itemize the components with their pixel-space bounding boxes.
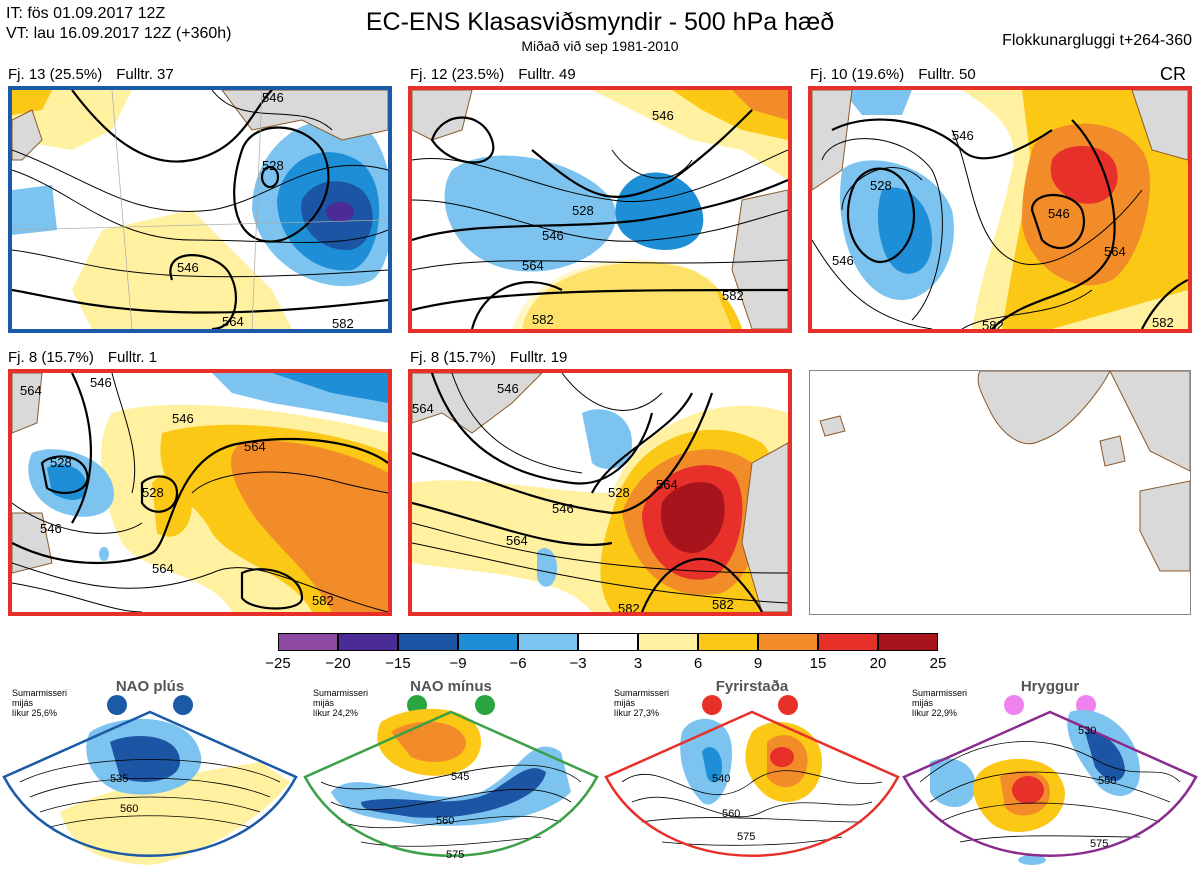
- valid-time: VT: lau 16.09.2017 12Z (+360h): [6, 25, 232, 42]
- panel-3-label: Fj. 10 (19.6%) Fulltr. 50: [810, 66, 976, 83]
- p5-contour-564: 564: [412, 401, 434, 416]
- regime-title: Fyrirstaða: [715, 678, 789, 695]
- ridge-contour-550: 550: [1098, 775, 1116, 787]
- panel-4-label: Fj. 8 (15.7%) Fulltr. 1: [8, 349, 158, 366]
- nao-minus-contour-545: 545: [451, 771, 469, 783]
- panel-1-label: Fj. 13 (25.5%) Fulltr. 37: [8, 66, 174, 83]
- cluster-map-4: 564 546 528 546 528 546 564 564 582: [8, 369, 392, 616]
- p5-contour-546: 546: [497, 381, 519, 396]
- colorbar-tick: 20: [869, 655, 887, 672]
- nao-plus-contour-560: 560: [120, 803, 138, 815]
- p4-contour-528b: 528: [142, 485, 164, 500]
- colorbar-cell: [398, 633, 458, 651]
- regime-ridge: 530 550 575 Hryggur Sumarmisseri mijás lík…: [900, 672, 1200, 871]
- page-title: EC-ENS Klasasviðsmyndir - 500 hPa hæð: [365, 8, 835, 36]
- colorbar-cell: [578, 633, 638, 651]
- regime-nao-minus: 545 560 575 NAO mínus Sumarmisseri mijás l…: [301, 672, 601, 871]
- p5-contour-528: 528: [608, 485, 630, 500]
- colorbar-tick: −15: [385, 655, 411, 672]
- p1-contour-528: 528: [262, 158, 284, 173]
- colorbar-tick: −9: [449, 655, 467, 672]
- regime-blocking: 540 560 575 Fyrirstaða Sumarmisseri mijás…: [602, 672, 902, 871]
- regime-meta: Sumarmisseri mijás líkur 27,3%: [614, 688, 670, 718]
- p4-contour-582: 582: [312, 593, 334, 608]
- p3-contour-582: 582: [982, 318, 1004, 329]
- header-times: IT: fös 01.09.2017 12Z VT: lau 16.09.201…: [6, 4, 232, 44]
- cluster-map-5: 564 546 528 546 564 564 582 582: [408, 369, 792, 616]
- p5-contour-582b: 582: [712, 597, 734, 612]
- colorbar-cell: [698, 633, 758, 651]
- colorbar-tick: −6: [509, 655, 527, 672]
- cluster-map-3: 546 528 546 546 564 582 582: [808, 86, 1192, 333]
- p5-contour-546b: 546: [552, 501, 574, 516]
- cluster-map-2: 546 528 546 564 582 582: [408, 86, 792, 333]
- regime-title: NAO plús: [115, 678, 185, 695]
- colorbar-cell: [518, 633, 578, 651]
- nao-minus-contour-575: 575: [446, 849, 464, 861]
- colorbar-cell: [638, 633, 698, 651]
- p2-contour-564: 564: [522, 258, 544, 273]
- p3-contour-546: 546: [952, 128, 974, 143]
- panel-2-label: Fj. 12 (23.5%) Fulltr. 49: [410, 66, 576, 83]
- classification-window: Flokkunargluggi t+264-360: [1002, 32, 1192, 49]
- regime-meta: Sumarmisseri mijás líkur 24,2%: [313, 688, 369, 718]
- regime-title: NAO mínus: [410, 678, 492, 695]
- regime-meta: Sumarmisseri mijás líkur 25,6%: [12, 688, 68, 718]
- colorbar-tick: 15: [809, 655, 827, 672]
- colorbar-cell: [818, 633, 878, 651]
- p2-contour-546b: 546: [542, 228, 564, 243]
- blocking-contour-560: 560: [722, 808, 740, 820]
- p3-contour-582b: 582: [1152, 315, 1174, 329]
- p4-contour-528: 528: [50, 455, 72, 470]
- p1-contour-546b: 546: [177, 260, 199, 275]
- p4-contour-546c: 546: [172, 411, 194, 426]
- colorbar-cell: [878, 633, 938, 651]
- blocking-contour-575: 575: [737, 831, 755, 843]
- colorbar-tick: 3: [633, 655, 643, 672]
- cluster-map-1: 546 528 546 564 582: [8, 86, 392, 333]
- p4-contour-546b: 546: [40, 521, 62, 536]
- colorbar-tick: −25: [265, 655, 291, 672]
- cr-label: CR: [1160, 64, 1186, 84]
- colorbar-tick: 9: [753, 655, 763, 672]
- p1-contour-546: 546: [262, 90, 284, 105]
- regime-nao-plus: 535 560 NAO plús Sumarmisseri mijás líkur …: [0, 672, 300, 871]
- colorbar-cell: [278, 633, 338, 651]
- p2-contour-582b: 582: [722, 288, 744, 303]
- init-time: IT: fös 01.09.2017 12Z: [6, 5, 166, 22]
- p3-contour-546c: 546: [1048, 206, 1070, 221]
- p5-contour-582: 582: [618, 601, 640, 612]
- p4-contour-564: 564: [20, 383, 42, 398]
- colorbar-tick: 25: [929, 655, 947, 672]
- p2-contour-582: 582: [532, 312, 554, 327]
- page-subtitle: Miðað við sep 1981-2010: [521, 38, 679, 54]
- p3-contour-564: 564: [1104, 244, 1126, 259]
- panel-5-label: Fj. 8 (15.7%) Fulltr. 19: [410, 349, 568, 366]
- blocking-contour-540: 540: [712, 773, 730, 785]
- p4-contour-564b: 564: [244, 439, 266, 454]
- ridge-contour-530: 530: [1078, 725, 1096, 737]
- base-map: [809, 370, 1191, 615]
- colorbar-tick: 6: [693, 655, 703, 672]
- p5-contour-564b: 564: [506, 533, 528, 548]
- colorbar-tick: −20: [325, 655, 351, 672]
- p2-contour-546: 546: [652, 108, 674, 123]
- p3-contour-528: 528: [870, 178, 892, 193]
- ridge-contour-575: 575: [1090, 838, 1108, 850]
- p4-contour-564c: 564: [152, 561, 174, 576]
- colorbar-cell: [458, 633, 518, 651]
- p3-contour-546b: 546: [832, 253, 854, 268]
- colorbar-cell: [338, 633, 398, 651]
- nao-minus-contour-560: 560: [436, 815, 454, 827]
- colorbar-tick: −3: [569, 655, 587, 672]
- nao-plus-contour-535: 535: [110, 773, 128, 785]
- regime-title: Hryggur: [1020, 678, 1080, 695]
- p4-contour-546: 546: [90, 375, 112, 390]
- p1-contour-564: 564: [222, 314, 244, 329]
- p5-contour-564c: 564: [656, 477, 678, 492]
- colorbar-cell: [758, 633, 818, 651]
- p1-contour-582: 582: [332, 316, 354, 329]
- p2-contour-528: 528: [572, 203, 594, 218]
- regime-meta: Sumarmisseri mijás líkur 22,9%: [912, 688, 968, 718]
